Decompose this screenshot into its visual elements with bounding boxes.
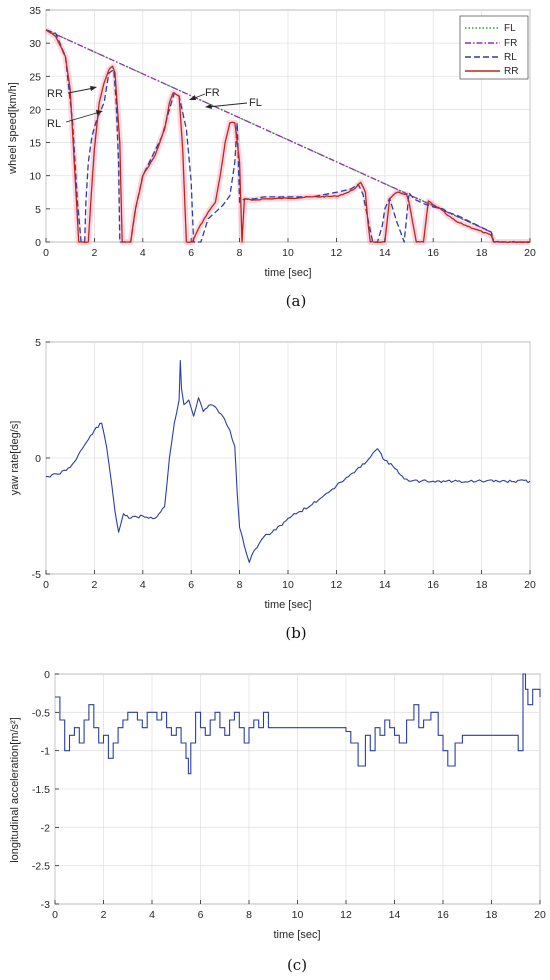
x-tick-label: 12	[331, 579, 343, 591]
x-tick-label: 0	[43, 247, 49, 259]
y-tick-label: 35	[29, 5, 41, 17]
y-axis-label-a: wheel speed[km/h]	[7, 82, 19, 175]
y-tick-label: -1.5	[32, 784, 50, 796]
annotation-fl-arrow	[207, 102, 248, 108]
panel-a-wheel-speed: 0 2 4 6 8 10 12 14 16 18 20 0 5 10 15 20 25 30 35 time [se…	[7, 5, 536, 310]
x-tick-label: 2	[91, 579, 97, 591]
x-tick-label: 16	[437, 909, 449, 921]
x-tick-label: 8	[237, 247, 243, 259]
annotation-rl-arrowhead	[96, 110, 103, 115]
x-tick-label: 20	[524, 247, 536, 259]
y-tick-label: 5	[35, 337, 41, 349]
y-tick-label: -0.5	[32, 707, 50, 719]
x-tick-label: 16	[427, 579, 439, 591]
annotation-fl-arrowhead	[205, 104, 212, 109]
x-tick-label: 8	[246, 909, 252, 921]
x-tick-label: 0	[52, 909, 58, 921]
y-tick-label: 0	[35, 237, 41, 249]
y-tick-label: 5	[35, 204, 41, 216]
x-tick-label: 14	[379, 579, 391, 591]
annotation-rl: RL	[47, 118, 61, 130]
x-tick-label: 20	[524, 579, 536, 591]
x-tick-label: 2	[91, 247, 97, 259]
y-tick-label: 30	[29, 38, 41, 50]
x-tick-label: 16	[427, 247, 439, 259]
x-tick-label: 2	[101, 909, 107, 921]
y-tick-label: 0	[35, 453, 41, 465]
y-tick-label: 15	[29, 138, 41, 150]
legend-a: FL FR RL RR	[459, 15, 529, 80]
x-tick-label: 6	[188, 579, 194, 591]
legend-label-fr: FR	[504, 38, 517, 49]
series-line-rl	[45, 29, 530, 243]
panel-c-longitudinal-acceleration: 0 2 4 6 8 10 12 14 16 18 20 -3 -2.5 -2 -1.5 -1 -0.5 0 tim…	[9, 669, 546, 974]
series-line-yaw-rate	[46, 360, 531, 563]
panel-b-yaw-rate: 0 2 4 6 8 10 12 14 16 18 20-505 time [sec] yaw rat…	[9, 337, 536, 642]
caption-c: (c)	[287, 956, 307, 974]
x-tick-label: 10	[282, 579, 294, 591]
y-tick-label: -5	[32, 569, 41, 581]
series-group-a	[45, 29, 531, 244]
x-tick-label: 14	[379, 247, 391, 259]
ticks-a: 0 2 4 6 8 10 12 14 16 18 20 0 5 10 15 20 25 30 35	[29, 5, 536, 259]
annotation-fl: FL	[249, 97, 262, 109]
legend-label-rr: RR	[504, 66, 518, 77]
x-tick-label: 8	[237, 579, 243, 591]
x-tick-label: 10	[282, 247, 294, 259]
y-tick-label: 20	[29, 104, 41, 116]
x-tick-label: 12	[340, 909, 352, 921]
y-tick-label: 10	[29, 171, 41, 183]
x-tick-label: 6	[188, 247, 194, 259]
y-tick-label: -2.5	[32, 861, 50, 873]
caption-a: (a)	[286, 292, 307, 310]
ticks-b: 0 2 4 6 8 10 12 14 16 18 20-505	[32, 337, 536, 591]
annotation-rl-arrow	[65, 111, 101, 123]
x-tick-label: 18	[486, 909, 498, 921]
y-tick-label: 25	[29, 71, 41, 83]
x-tick-label: 14	[389, 909, 401, 921]
y-axis-label-b: yaw rate[deg/s]	[9, 421, 21, 496]
x-tick-label: 10	[292, 909, 304, 921]
x-tick-label: 0	[43, 579, 49, 591]
series-line-fr	[45, 29, 530, 243]
y-axis-label-c: longitudinal acceleration[m/s²]	[9, 717, 21, 863]
x-tick-label: 18	[476, 579, 488, 591]
annotations-a: RR RL FR FL	[47, 86, 262, 130]
legend-label-rl: RL	[504, 52, 517, 63]
legend-label-fl: FL	[504, 23, 516, 34]
annotation-rr-arrow	[67, 87, 95, 94]
y-tick-label: -2	[41, 822, 50, 834]
x-tick-label: 4	[149, 909, 155, 921]
x-tick-label: 12	[331, 247, 343, 259]
annotation-fr: FR	[205, 87, 220, 99]
y-tick-label: 0	[44, 669, 50, 681]
annotation-rr: RR	[47, 88, 63, 100]
x-tick-label: 6	[198, 909, 204, 921]
series-line-rr	[45, 29, 531, 244]
series-group-b	[46, 360, 531, 563]
annotation-rr-arrowhead	[90, 86, 97, 91]
x-tick-label: 4	[140, 247, 146, 259]
series-group-c	[55, 673, 541, 775]
x-axis-label-b: time [sec]	[264, 599, 311, 611]
y-tick-label: -3	[41, 899, 50, 911]
x-tick-label: 18	[476, 247, 488, 259]
ticks-c: 0 2 4 6 8 10 12 14 16 18 20 -3 -2.5 -2 -1.5 -1 -0.5 0	[32, 669, 546, 921]
x-tick-label: 4	[140, 579, 146, 591]
annotation-fr-arrowhead	[189, 95, 196, 100]
series-line-longitudinal-acceleration	[55, 673, 541, 775]
y-tick-label: -1	[41, 746, 50, 758]
x-axis-label-c: time [sec]	[273, 929, 320, 941]
x-axis-label-a: time [sec]	[264, 267, 311, 279]
caption-b: (b)	[285, 624, 306, 642]
legend-box	[459, 15, 529, 80]
x-tick-label: 20	[534, 909, 546, 921]
